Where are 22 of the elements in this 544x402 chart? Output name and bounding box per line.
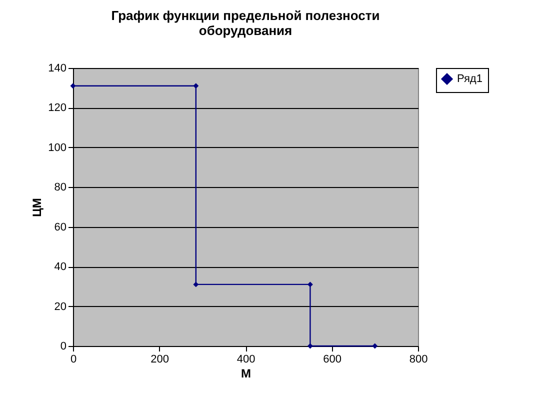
point: [193, 83, 199, 89]
y-tick-label: 0: [60, 340, 66, 352]
chart-title: График функции предельной полезности оборудования: [111, 8, 380, 38]
x-tick-label: 800: [409, 354, 428, 366]
y-tick-label: 100: [48, 142, 66, 154]
x-axis-title: М: [241, 366, 251, 380]
y-tick-label: 40: [54, 261, 66, 274]
x-tick-label: 0: [70, 354, 77, 366]
x-tick-label: 600: [323, 354, 342, 366]
point: [307, 343, 313, 349]
y-tick-label: 140: [48, 62, 66, 74]
y-tick-label: 80: [54, 182, 66, 194]
y-axis-title: ЦМ: [30, 198, 44, 217]
y-tick-label: 20: [54, 300, 66, 313]
y-tick-label: 120: [48, 102, 66, 114]
point: [193, 282, 199, 288]
point: [372, 343, 378, 349]
x-tick-label: 400: [236, 354, 256, 366]
point: [70, 83, 76, 89]
y-tick-label: 60: [54, 221, 66, 234]
x-tick-label: 200: [150, 354, 169, 366]
legend-label: Ряд1: [457, 73, 482, 85]
